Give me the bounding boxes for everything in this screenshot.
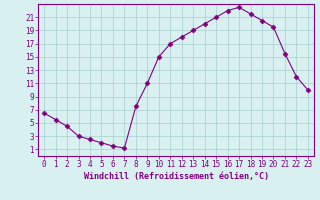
X-axis label: Windchill (Refroidissement éolien,°C): Windchill (Refroidissement éolien,°C) <box>84 172 268 181</box>
